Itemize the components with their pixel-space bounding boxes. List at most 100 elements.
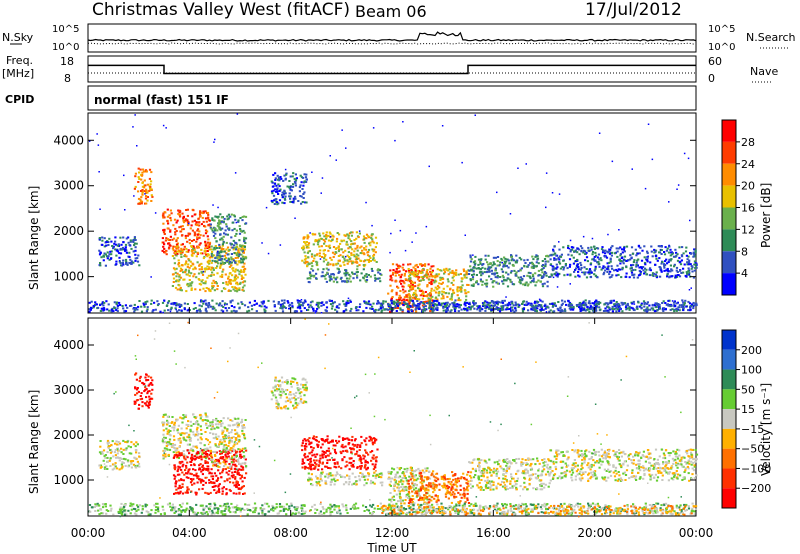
echo-cell — [512, 283, 516, 286]
echo-cell — [180, 256, 183, 258]
echo-cell — [281, 303, 284, 305]
echo-cell — [417, 298, 420, 301]
echo-cell — [121, 261, 124, 264]
echo-cell — [207, 305, 210, 307]
echo-cell — [135, 441, 138, 444]
echo-cell — [239, 281, 242, 284]
echo-cell — [377, 302, 380, 305]
echo-cell — [242, 265, 245, 268]
echo-cell — [168, 433, 171, 436]
echo-cell — [347, 234, 350, 237]
echo-cell — [172, 281, 175, 283]
echo-cell — [112, 247, 115, 250]
echo-cell — [332, 256, 335, 258]
echo-cell — [567, 304, 570, 307]
echo-cell — [182, 479, 185, 482]
echo-cell — [216, 285, 219, 287]
echo-cell — [446, 285, 449, 288]
echo-cell — [556, 307, 559, 310]
echo-cell — [178, 265, 181, 268]
echo-cell — [642, 300, 646, 303]
echo-cell — [163, 228, 166, 231]
echo-cell — [421, 297, 424, 300]
echo-cell — [181, 264, 184, 267]
echo-cell — [224, 307, 227, 310]
echo-cell — [398, 299, 401, 301]
echo-cell — [145, 388, 148, 390]
echo-cell — [244, 273, 247, 276]
echo-cell — [615, 247, 618, 250]
echo-cell — [221, 255, 224, 258]
echo-cell — [651, 307, 654, 310]
echo-cell — [447, 273, 450, 276]
echo-cell — [395, 298, 398, 301]
echo-cell — [685, 254, 688, 257]
echo-cell — [189, 282, 192, 285]
echo-cell — [137, 181, 140, 183]
echo-cell — [577, 270, 580, 273]
echo-cell — [413, 281, 416, 284]
echo-cell — [210, 245, 213, 248]
echo-cell — [460, 280, 463, 283]
echo-cell — [240, 449, 243, 452]
echo-cell — [166, 441, 169, 444]
echo-cell — [176, 303, 179, 306]
echo-cell — [597, 253, 601, 256]
echo-cell — [178, 275, 181, 278]
echo-cell — [109, 458, 112, 461]
echo-cell — [366, 251, 369, 254]
echo-cell — [347, 247, 350, 250]
echo-cell — [675, 254, 678, 257]
echo-cell — [415, 263, 418, 266]
echo-cell — [580, 306, 583, 309]
echo-cell — [621, 310, 624, 313]
echo-cell — [315, 303, 318, 306]
echo-cell — [175, 480, 178, 483]
echo-cell — [586, 305, 589, 308]
echo-cell — [577, 303, 580, 306]
echo-cell — [600, 259, 603, 262]
echo-cell — [580, 266, 583, 269]
echo-cell — [286, 300, 289, 303]
echo-cell — [414, 289, 417, 292]
echo-cell — [140, 196, 143, 199]
echo-cell — [563, 300, 566, 303]
echo-cell — [543, 282, 546, 285]
echo-cell — [219, 453, 222, 455]
echo-cell — [694, 266, 697, 269]
echo-cell — [114, 236, 117, 239]
echo-cell — [214, 245, 217, 247]
echo-cell — [417, 287, 420, 290]
echo-cell — [95, 303, 98, 306]
echo-cell — [415, 294, 418, 296]
echo-cell — [405, 270, 408, 273]
echo-cell — [306, 265, 309, 268]
echo-cell — [192, 209, 195, 212]
echo-cell — [280, 177, 283, 180]
echo-cell — [684, 299, 687, 302]
echo-speckle — [687, 157, 690, 160]
echo-cell — [309, 274, 312, 277]
echo-cell — [687, 300, 690, 303]
echo-cell — [612, 299, 615, 302]
echo-cell — [376, 269, 379, 272]
echo-cell — [164, 239, 167, 242]
echo-cell — [584, 299, 587, 302]
echo-cell — [206, 211, 210, 214]
echo-cell — [127, 459, 130, 462]
power-colorbar-label: Power [dB] — [759, 183, 773, 248]
echo-cell — [469, 278, 472, 281]
echo-cell — [666, 303, 669, 306]
echo-cell — [183, 245, 186, 248]
echo-cell — [209, 452, 212, 455]
echo-cell — [418, 263, 422, 266]
echo-cell — [435, 307, 438, 310]
echo-cell — [232, 481, 235, 484]
echo-cell — [230, 468, 233, 470]
echo-cell — [365, 301, 368, 304]
echo-cell — [233, 456, 237, 459]
echo-cell — [514, 307, 517, 310]
echo-cell — [433, 281, 436, 284]
echo-cell — [594, 300, 597, 303]
